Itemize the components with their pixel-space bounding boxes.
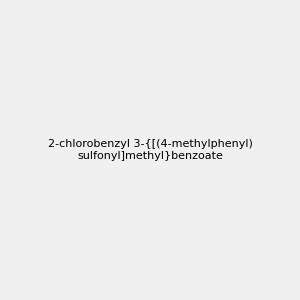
Text: 2-chlorobenzyl 3-{[(4-methylphenyl)
sulfonyl]methyl}benzoate: 2-chlorobenzyl 3-{[(4-methylphenyl) sulf… — [48, 139, 252, 161]
